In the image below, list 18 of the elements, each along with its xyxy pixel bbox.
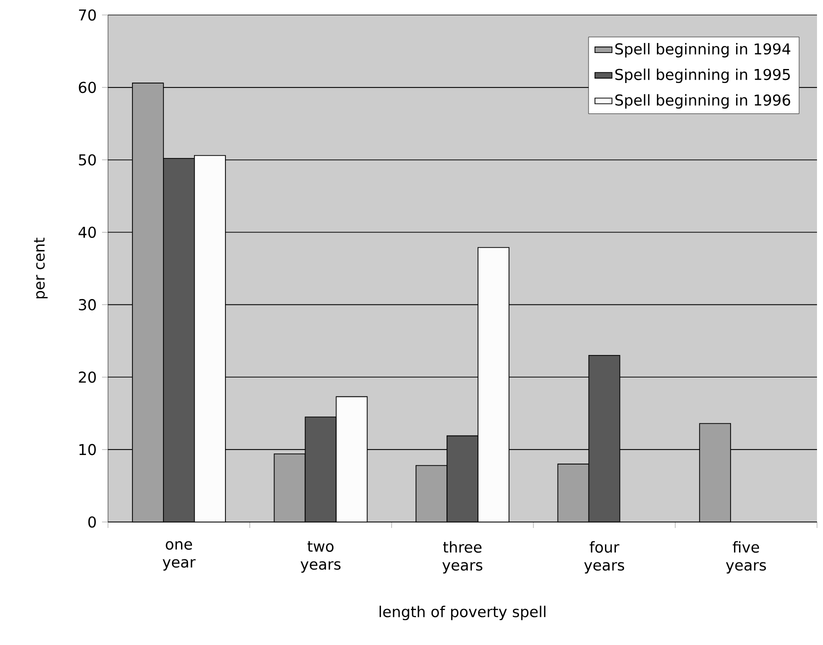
x-tick-label: four years <box>584 541 624 574</box>
x-tick-label: one year <box>162 541 196 571</box>
y-tick-label: 20 <box>78 371 96 383</box>
x-tick-label: three years <box>442 541 482 574</box>
y-tick-label: 0 <box>88 516 96 528</box>
y-tick-label: 10 <box>79 444 96 456</box>
legend-label: Spell beginning in 1996 <box>615 94 790 109</box>
x-tick-label: five years <box>726 541 766 574</box>
y-tick-label: 70 <box>79 9 96 21</box>
legend-label: Spell beginning in 1994 <box>615 42 790 58</box>
x-axis-title: length of poverty spell <box>380 606 546 620</box>
y-tick-label: 40 <box>78 226 96 238</box>
x-tick-label: two years <box>300 541 341 573</box>
legend-label: Spell beginning in 1995 <box>615 68 790 84</box>
y-axis-title: per cent <box>34 238 48 298</box>
y-tick-label: 50 <box>78 154 96 166</box>
y-tick-label: 60 <box>78 82 96 94</box>
y-tick-label: 30 <box>78 299 96 310</box>
